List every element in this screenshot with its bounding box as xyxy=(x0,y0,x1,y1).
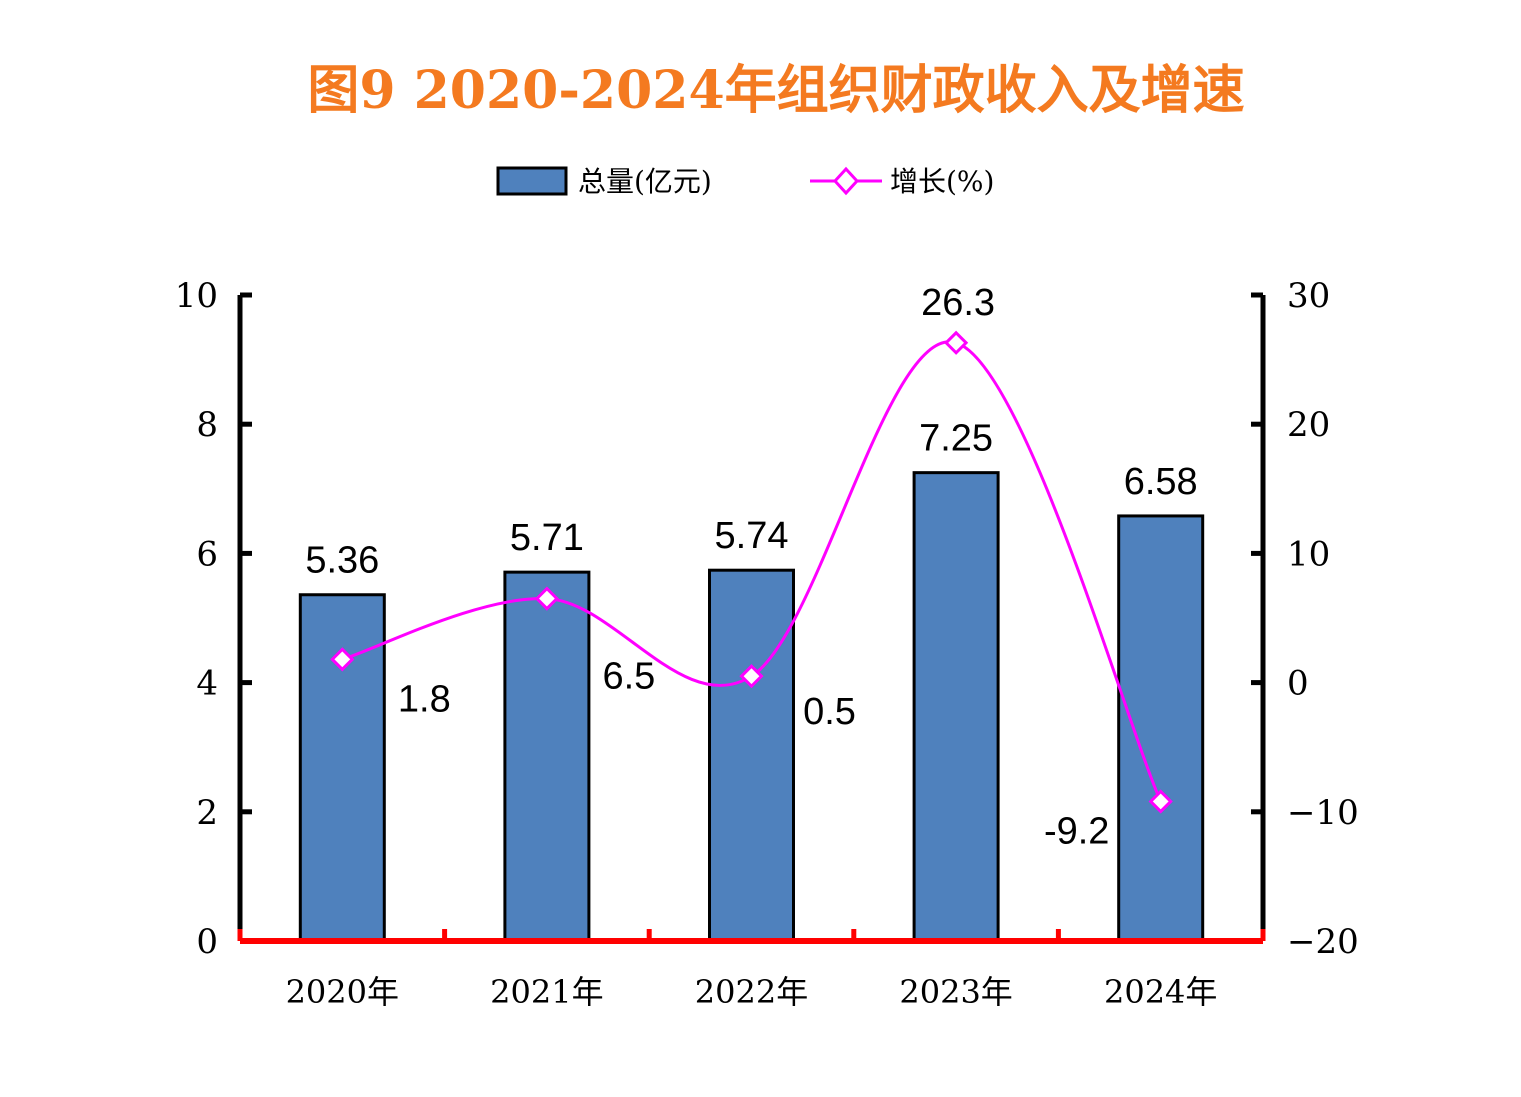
growth-value-label: 26.3 xyxy=(921,282,995,324)
growth-value-label: -9.2 xyxy=(1044,810,1109,852)
legend-label-line: 增长(%) xyxy=(890,165,994,198)
x-tick-label: 2021年 xyxy=(490,973,603,1011)
legend-swatch-bar xyxy=(496,166,568,196)
legend-label-bar: 总量(亿元) xyxy=(578,165,712,198)
legend: 总量(亿元) 增长(%) xyxy=(496,165,994,198)
y-right-tick-label: −10 xyxy=(1287,793,1359,833)
bar-value-label: 5.36 xyxy=(305,540,379,582)
y-left-tick-label: 6 xyxy=(196,534,218,574)
bar xyxy=(708,568,795,943)
growth-point xyxy=(330,647,355,672)
growth-point xyxy=(943,330,969,355)
y-right-tick-label: 30 xyxy=(1287,276,1330,316)
y-left-tick-label: 8 xyxy=(196,405,218,445)
bar xyxy=(912,471,1000,943)
growth-line-path xyxy=(341,340,1163,803)
bars xyxy=(298,471,1205,943)
baseline xyxy=(237,929,1266,944)
x-tick-label: 2020年 xyxy=(286,973,399,1011)
y-right-tick-label: −20 xyxy=(1287,922,1359,962)
y-right-tick-label: 10 xyxy=(1287,534,1330,574)
x-tick-label: 2023年 xyxy=(899,973,1012,1011)
chart-title: 图9 2020-2024年组织财政收入及增速 xyxy=(307,60,1244,121)
growth-point xyxy=(1148,789,1173,814)
axes: 0 2 4 6 8 10 −20 −10 0 10 20 30 2020年 2021年 2022年 2023年… xyxy=(175,276,1359,1011)
bar-value-label: 7.25 xyxy=(919,418,993,460)
growth-point xyxy=(534,586,560,611)
y-right-tick-label: 0 xyxy=(1287,664,1309,704)
bar xyxy=(1117,514,1205,943)
y-left-tick-label: 2 xyxy=(196,793,218,833)
y-left-tick-label: 0 xyxy=(196,922,218,962)
bar-value-label: 5.71 xyxy=(510,517,584,559)
growth-value-label: 0.5 xyxy=(803,691,856,733)
y-right-tick-label: 20 xyxy=(1287,405,1330,445)
growth-point xyxy=(739,664,764,689)
growth-value-label: 1.8 xyxy=(398,678,451,720)
bar-value-label: 5.74 xyxy=(715,515,789,557)
bar xyxy=(503,570,591,943)
x-tick-label: 2022年 xyxy=(695,973,808,1011)
growth-line xyxy=(330,330,1173,814)
y-left-tick-label: 10 xyxy=(175,276,218,316)
legend-marker-diamond xyxy=(832,166,860,196)
bar-value-label: 6.58 xyxy=(1124,461,1198,503)
y-left-tick-label: 4 xyxy=(196,664,218,704)
x-tick-label: 2024年 xyxy=(1104,973,1217,1011)
growth-value-label: 6.5 xyxy=(602,656,655,698)
data-labels: 5.36 5.71 5.74 7.25 6.58 1.8 6.5 0.5 26.3 -9.2 xyxy=(305,282,1197,853)
